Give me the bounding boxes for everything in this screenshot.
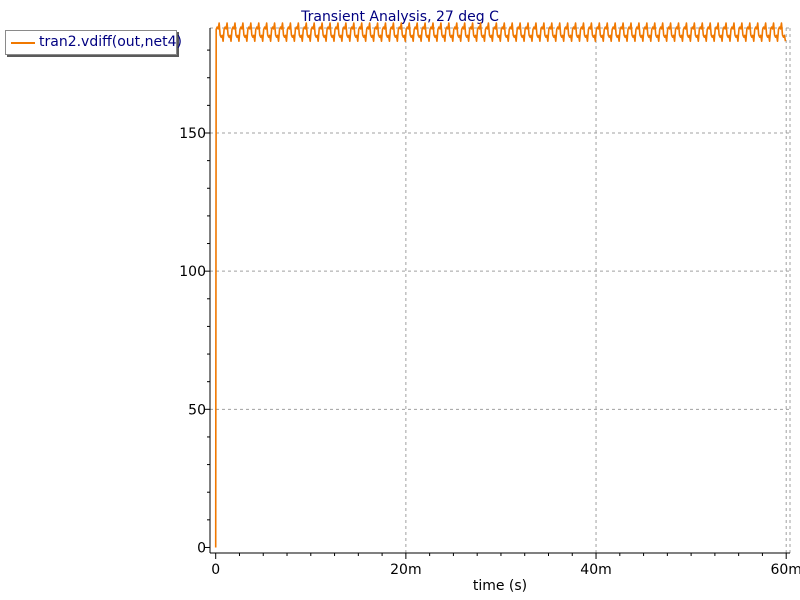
legend: tran2.vdiff(out,net4) [5, 30, 182, 55]
x-tick-label: 20m [390, 562, 421, 578]
legend-label: tran2.vdiff(out,net4) [39, 34, 182, 50]
x-tick-label: 40m [580, 562, 611, 578]
series-layer [214, 22, 787, 548]
chart-title: Transient Analysis, 27 deg C [300, 9, 499, 25]
axes: 0 20m 40m 60m 0 50 100 150 [179, 28, 800, 578]
x-axis-label: time (s) [473, 578, 527, 594]
legend-swatch [11, 42, 35, 44]
series-line-0 [214, 22, 787, 548]
y-tick-label: 150 [179, 126, 206, 142]
y-tick-label: 50 [188, 402, 206, 418]
grid [210, 27, 791, 553]
x-tick-label: 0 [211, 562, 220, 578]
y-tick-label: 0 [197, 540, 206, 556]
x-tick-label: 60m [770, 562, 800, 578]
y-tick-label: 100 [179, 264, 206, 280]
